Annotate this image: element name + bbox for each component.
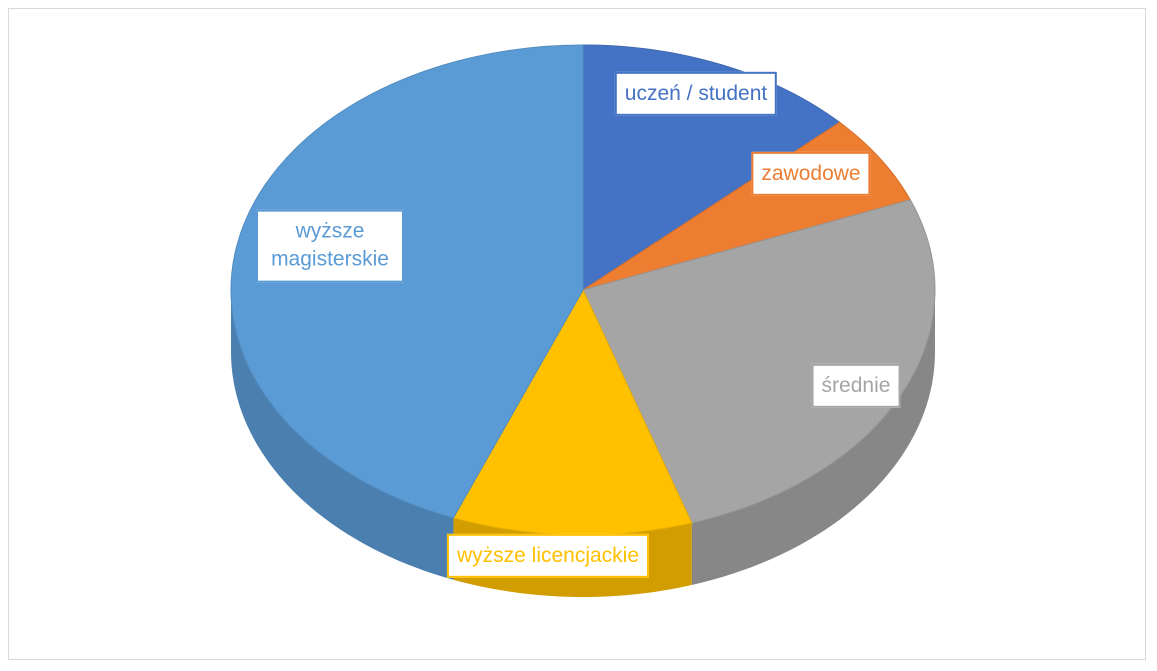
chart-frame <box>8 8 1146 660</box>
data-label: wyższe magisterskie <box>256 209 404 283</box>
data-label: zawodowe <box>751 151 871 197</box>
data-label: uczeń / student <box>614 71 778 117</box>
slice <box>230 44 584 519</box>
slice-side <box>691 290 935 586</box>
slice <box>582 199 936 524</box>
data-label: średnie <box>811 363 901 409</box>
data-label: wyższe licencjackie <box>446 533 650 579</box>
slice-side <box>231 290 454 580</box>
